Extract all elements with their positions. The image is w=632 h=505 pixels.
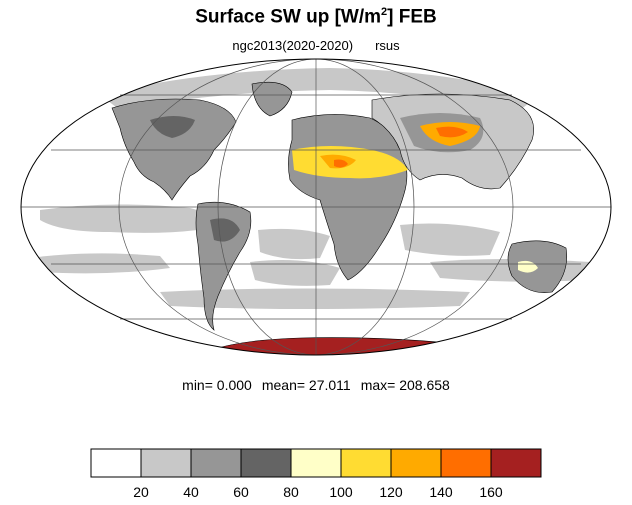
variable-label: rsus: [375, 38, 400, 53]
colorbar-label: 60: [233, 484, 249, 500]
max-stat: max= 208.658: [360, 377, 450, 393]
colorbar-label: 20: [133, 484, 149, 500]
ocean-band-south-atlantic: [250, 260, 340, 286]
ocean-band-north-pacific: [40, 204, 240, 233]
colorbar-swatch: [340, 448, 392, 478]
ocean-band-arctic: [100, 68, 540, 110]
australia: [507, 240, 567, 293]
map-subtitle: ngc2013(2020-2020) rsus: [0, 38, 632, 53]
south-america: [195, 201, 252, 331]
statistics-line: min= 0.000 mean= 27.011 max= 208.658: [0, 377, 632, 393]
colorbar-label: 80: [283, 484, 299, 500]
ocean-band-southern: [160, 288, 470, 309]
north-america: [111, 98, 237, 201]
colorbar-label: 160: [479, 484, 503, 500]
colorbar-label: 140: [429, 484, 453, 500]
colorbar-swatch: [290, 448, 342, 478]
colorbar-label: 40: [183, 484, 199, 500]
colorbar-swatch: [440, 448, 492, 478]
colorbar-label: 120: [379, 484, 403, 500]
min-stat: min= 0.000: [182, 377, 252, 393]
ocean-band-atlantic: [258, 228, 330, 260]
colorbar-swatch: [190, 448, 242, 478]
map-border: [20, 58, 612, 356]
south-america-core: [210, 218, 240, 242]
run-label: ngc2013(2020-2020): [232, 38, 354, 53]
colorbar-label: 100: [329, 484, 353, 500]
colorbar-swatch: [90, 448, 142, 478]
north-america-core: [150, 116, 195, 138]
ocean-band-south-pacific: [30, 253, 170, 274]
tibet-red: [436, 126, 468, 138]
colorbar-swatch: [240, 448, 292, 478]
sahara-red: [334, 159, 348, 168]
mean-stat: mean= 27.011: [261, 377, 351, 393]
map-title: Surface SW up [W/m2] FEB: [195, 6, 437, 28]
ocean-band-indian: [400, 223, 500, 256]
colorbar-swatch: [390, 448, 442, 478]
colorbar-swatch: [140, 448, 192, 478]
greenland: [251, 81, 293, 117]
colorbar-swatch: [490, 448, 542, 478]
